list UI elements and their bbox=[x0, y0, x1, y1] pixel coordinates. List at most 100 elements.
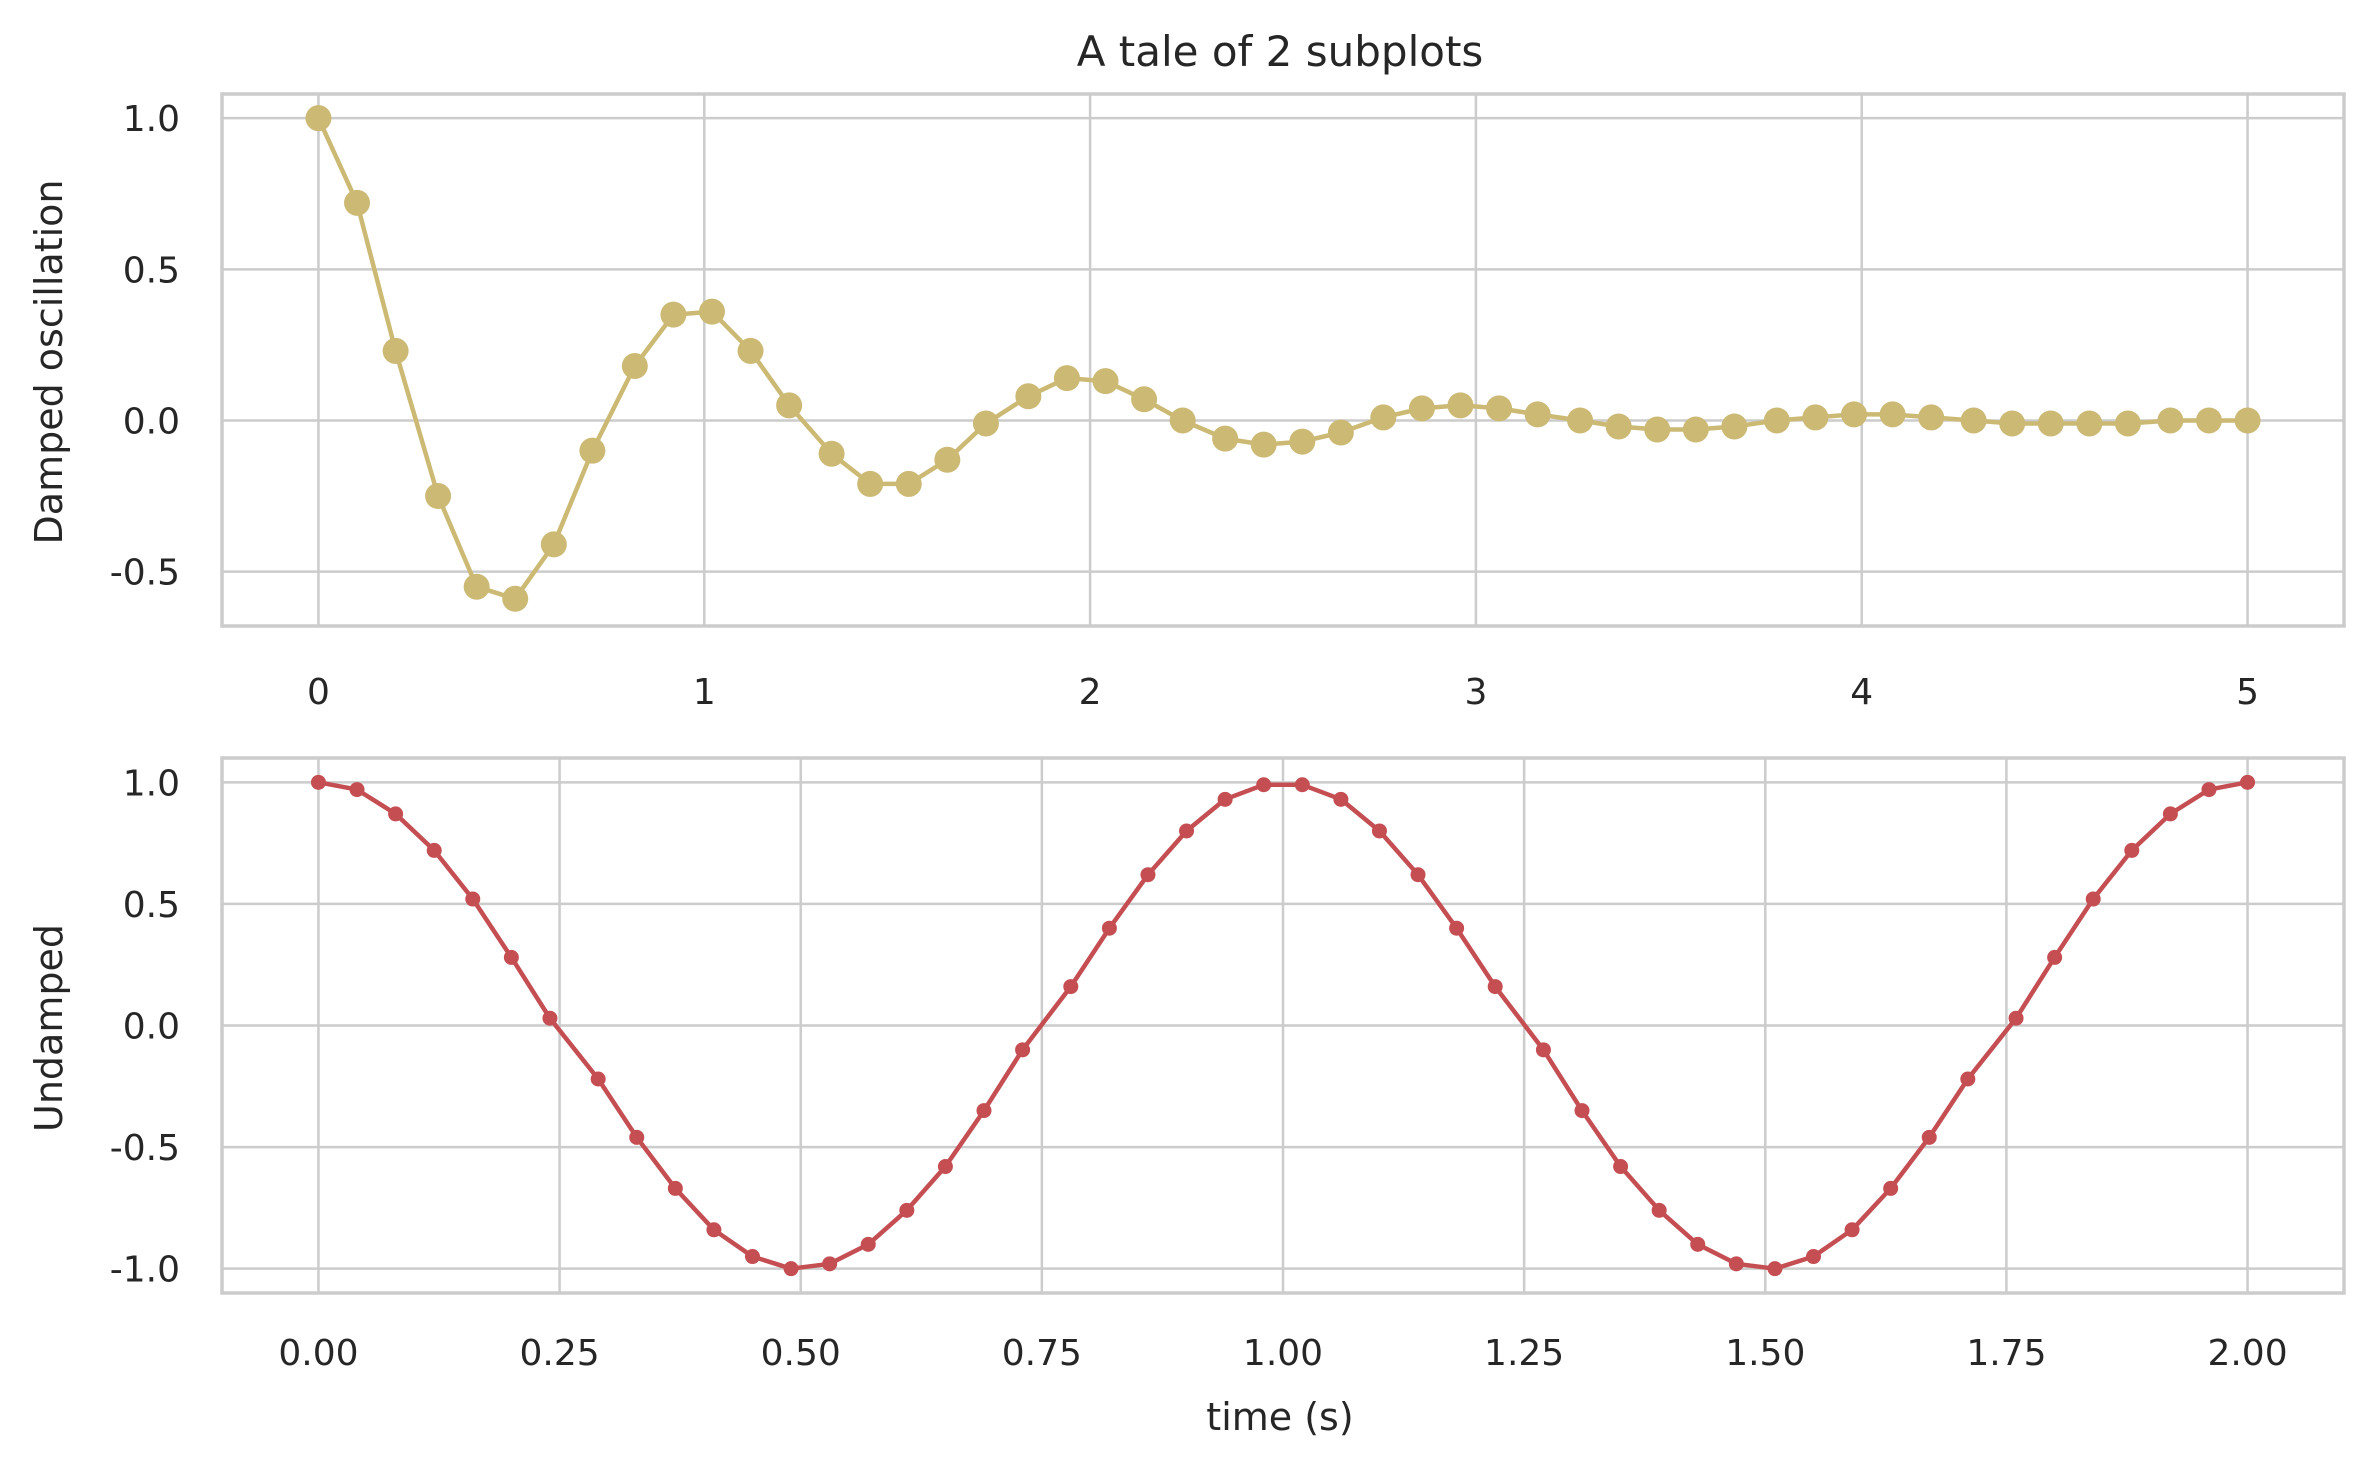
undamped-x-tick-label: 1.25 bbox=[1484, 1333, 1564, 1374]
undamped-data-point bbox=[2085, 891, 2101, 907]
undamped-data-point bbox=[2008, 1010, 2024, 1026]
damped-y-tick-label: 0.0 bbox=[123, 401, 180, 442]
damped-data-point bbox=[1644, 416, 1671, 443]
undamped-data-point bbox=[976, 1103, 992, 1119]
damped-x-tick-label: 3 bbox=[1464, 672, 1487, 713]
damped-oscillation-subplot: A tale of 2 subplots Damped oscillation … bbox=[27, 27, 2346, 713]
undamped-data-point bbox=[2240, 774, 2256, 790]
damped-data-point bbox=[1802, 404, 1829, 431]
damped-data-point bbox=[2195, 407, 2222, 434]
undamped-data-point bbox=[1371, 823, 1387, 839]
undamped-data-point bbox=[1728, 1256, 1744, 1272]
undamped-data-point bbox=[349, 782, 365, 798]
damped-data-point bbox=[463, 573, 490, 600]
damped-data-point bbox=[2076, 410, 2103, 437]
damped-data-point bbox=[425, 483, 452, 510]
damped-data-point bbox=[1605, 413, 1632, 440]
undamped-data-point bbox=[1015, 1042, 1031, 1058]
undamped-data-point bbox=[1140, 867, 1156, 883]
damped-data-point bbox=[1999, 410, 2026, 437]
damped-data-point bbox=[1763, 407, 1790, 434]
undamped-data-point bbox=[706, 1222, 722, 1238]
damped-data-point bbox=[737, 337, 764, 364]
damped-data-point bbox=[776, 392, 803, 419]
damped-data-point bbox=[1092, 368, 1119, 395]
undamped-data-point bbox=[1179, 823, 1195, 839]
undamped-data-point bbox=[542, 1010, 558, 1026]
undamped-y-tick-label: -0.5 bbox=[110, 1128, 180, 1169]
undamped-data-point bbox=[1844, 1222, 1860, 1238]
damped-data-point bbox=[1250, 431, 1277, 458]
damped-x-tick-label: 2 bbox=[1079, 672, 1102, 713]
damped-data-point bbox=[1960, 407, 1987, 434]
damped-data-point bbox=[1841, 401, 1868, 428]
damped-x-tick-label: 4 bbox=[1850, 672, 1873, 713]
undamped-data-point bbox=[1256, 777, 1272, 793]
damped-data-point bbox=[1567, 407, 1594, 434]
undamped-subplot: Undamped time (s) 0.00 0.25 0.50 0.75 1.00 1.… bbox=[27, 756, 2346, 1439]
undamped-series-line bbox=[318, 780, 2248, 1271]
damped-data-point bbox=[1682, 416, 1709, 443]
undamped-y-tick-label: -1.0 bbox=[110, 1250, 180, 1291]
damped-data-point bbox=[1447, 392, 1474, 419]
damped-y-tick-label: 0.5 bbox=[123, 250, 180, 291]
undamped-data-point bbox=[2124, 842, 2140, 858]
damped-data-point bbox=[1131, 386, 1158, 413]
undamped-data-point bbox=[1883, 1180, 1899, 1196]
undamped-x-tick-label: 0.00 bbox=[278, 1333, 358, 1374]
damped-data-point bbox=[1918, 404, 1945, 431]
undamped-data-point bbox=[388, 806, 404, 822]
damped-plot-frame bbox=[220, 92, 2346, 628]
undamped-y-tick-label: 1.0 bbox=[123, 763, 180, 804]
damped-data-point bbox=[1879, 401, 1906, 428]
damped-data-point bbox=[895, 470, 922, 497]
undamped-data-point bbox=[745, 1249, 760, 1265]
undamped-y-tick-label: 0.0 bbox=[123, 1007, 180, 1048]
damped-data-point bbox=[2157, 407, 2184, 434]
undamped-data-point bbox=[1294, 777, 1310, 793]
undamped-data-point bbox=[629, 1129, 645, 1145]
chart-title: A tale of 2 subplots bbox=[1077, 27, 1484, 76]
damped-data-point bbox=[540, 531, 567, 558]
undamped-data-point bbox=[1806, 1249, 1821, 1265]
damped-data-point bbox=[1169, 407, 1196, 434]
undamped-data-point bbox=[1101, 920, 1117, 936]
undamped-data-point bbox=[590, 1071, 606, 1087]
damped-x-tick-label: 5 bbox=[2236, 672, 2259, 713]
undamped-data-point bbox=[1651, 1202, 1667, 1218]
undamped-data-point bbox=[1535, 1042, 1551, 1058]
undamped-data-point bbox=[1410, 867, 1426, 883]
undamped-data-point bbox=[1574, 1103, 1590, 1119]
damped-data-point bbox=[1053, 365, 1080, 392]
damped-data-point bbox=[2114, 410, 2141, 437]
undamped-plot-frame bbox=[220, 756, 2346, 1295]
damped-data-point bbox=[1015, 383, 1042, 410]
undamped-data-point bbox=[783, 1261, 799, 1277]
undamped-data-point bbox=[2201, 782, 2217, 798]
damped-data-point bbox=[1721, 413, 1748, 440]
undamped-y-tick-label: 0.5 bbox=[123, 885, 180, 926]
damped-data-point bbox=[1370, 404, 1397, 431]
damped-data-point bbox=[1408, 395, 1435, 422]
damped-data-point bbox=[698, 298, 725, 325]
undamped-data-point bbox=[426, 842, 442, 858]
undamped-x-tick-label: 1.75 bbox=[1966, 1333, 2046, 1374]
damped-data-point bbox=[2234, 407, 2261, 434]
undamped-data-point bbox=[465, 891, 481, 907]
damped-data-point bbox=[621, 353, 648, 380]
undamped-data-point bbox=[310, 774, 326, 790]
damped-y-tick-label: 1.0 bbox=[123, 99, 180, 140]
undamped-x-tick-label: 1.00 bbox=[1243, 1333, 1323, 1374]
damped-data-point bbox=[818, 440, 845, 467]
damped-x-tick-label: 0 bbox=[307, 672, 330, 713]
undamped-data-point bbox=[503, 949, 519, 965]
damped-data-point bbox=[1212, 425, 1239, 452]
y-axis-label-damped: Damped oscillation bbox=[27, 180, 71, 545]
undamped-data-point bbox=[1217, 791, 1233, 807]
undamped-data-point bbox=[2047, 949, 2063, 965]
damped-data-point bbox=[1327, 419, 1354, 446]
undamped-x-tick-label: 0.50 bbox=[761, 1333, 841, 1374]
undamped-data-point bbox=[1613, 1159, 1629, 1175]
